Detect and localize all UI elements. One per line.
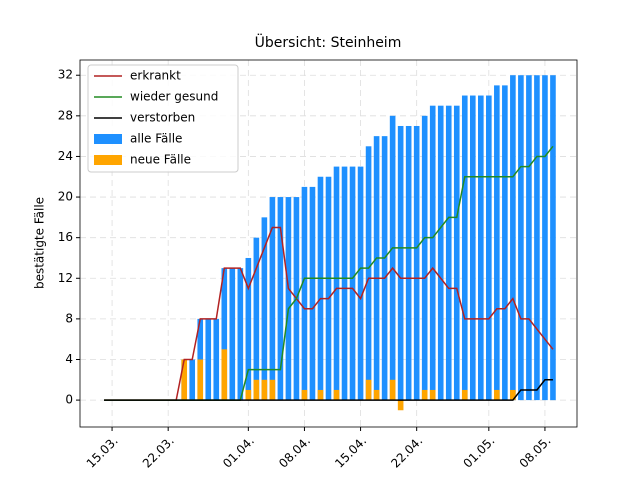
bar: [510, 75, 516, 401]
bar: [253, 237, 260, 401]
bar: [245, 257, 252, 401]
bar: [486, 95, 492, 401]
y-tick-label: 4: [65, 352, 73, 366]
bar: [445, 105, 452, 401]
legend-label: wieder gesund: [130, 90, 218, 104]
bar: [181, 359, 188, 401]
bar: [301, 186, 308, 401]
bar: [550, 75, 556, 401]
bar: [205, 318, 212, 401]
y-axis-label: bestätigte Fälle: [33, 197, 47, 289]
bar: [421, 115, 428, 401]
bar: [365, 379, 372, 401]
bar: [261, 379, 268, 401]
line: [104, 226, 554, 401]
bar: [253, 379, 260, 401]
legend: erkrankt wieder gesund verstorben alle Fäll…: [87, 64, 239, 173]
bar: [317, 176, 324, 401]
bar: [277, 197, 284, 401]
bar: [397, 125, 404, 401]
bar: [285, 197, 292, 401]
line: [104, 379, 553, 401]
bar: [381, 136, 388, 401]
bar: [309, 186, 316, 401]
bar: [189, 359, 196, 401]
bar: [197, 318, 204, 401]
bar: [461, 389, 468, 401]
bar: [221, 268, 228, 401]
bar: [213, 318, 220, 401]
y-tick-label: 20: [58, 190, 73, 204]
bar: [413, 125, 420, 401]
y-tick-label: 32: [58, 68, 73, 82]
legend-box: [87, 64, 239, 173]
bar: [237, 268, 244, 401]
bar: [421, 389, 428, 401]
bar: [317, 389, 324, 401]
bar: [478, 95, 484, 401]
bar: [333, 166, 340, 401]
legend-label: erkrankt: [130, 69, 181, 83]
bar: [357, 166, 364, 401]
bar: [325, 176, 332, 401]
bar: [429, 105, 436, 401]
bar: [301, 389, 308, 401]
bar: [534, 75, 540, 401]
bar: [494, 389, 500, 401]
bar: [349, 166, 356, 401]
bar: [453, 105, 460, 401]
bar: [437, 105, 444, 401]
y-tick-label: 24: [58, 149, 73, 163]
y-tick-label: 12: [58, 271, 73, 285]
y-tick-label: 8: [65, 311, 73, 325]
bar: [333, 389, 340, 401]
legend-swatch: [94, 134, 122, 144]
bar: [510, 389, 516, 401]
legend-label: verstorben: [130, 111, 195, 125]
bar: [229, 268, 236, 401]
bar: [221, 349, 228, 401]
bar: [494, 85, 500, 401]
legend-label: alle Fälle: [130, 132, 182, 146]
bar: [261, 217, 268, 401]
y-tick-label: 16: [58, 230, 73, 244]
bar: [373, 136, 380, 401]
bar: [526, 75, 532, 401]
bar: [365, 146, 372, 401]
bar: [341, 166, 348, 401]
bar: [197, 359, 204, 401]
bar: [397, 400, 404, 411]
bar: [269, 379, 276, 401]
bar: [389, 379, 396, 401]
chart-title: Übersicht: Steinheim: [255, 33, 402, 51]
bar: [461, 95, 468, 401]
y-tick-label: 28: [58, 108, 73, 122]
bar: [542, 75, 548, 401]
bar: [389, 115, 396, 401]
legend-label: neue Fälle: [130, 153, 191, 167]
plot-frame: [79, 59, 578, 428]
legend-swatch: [94, 155, 122, 165]
bar: [269, 197, 276, 401]
bar: [429, 389, 436, 401]
bar: [373, 389, 380, 401]
bar: [245, 389, 252, 401]
bar: [502, 85, 508, 401]
bar: [469, 95, 476, 401]
bar: [518, 75, 524, 401]
y-tick-label: 0: [65, 393, 73, 407]
bar: [405, 125, 412, 401]
